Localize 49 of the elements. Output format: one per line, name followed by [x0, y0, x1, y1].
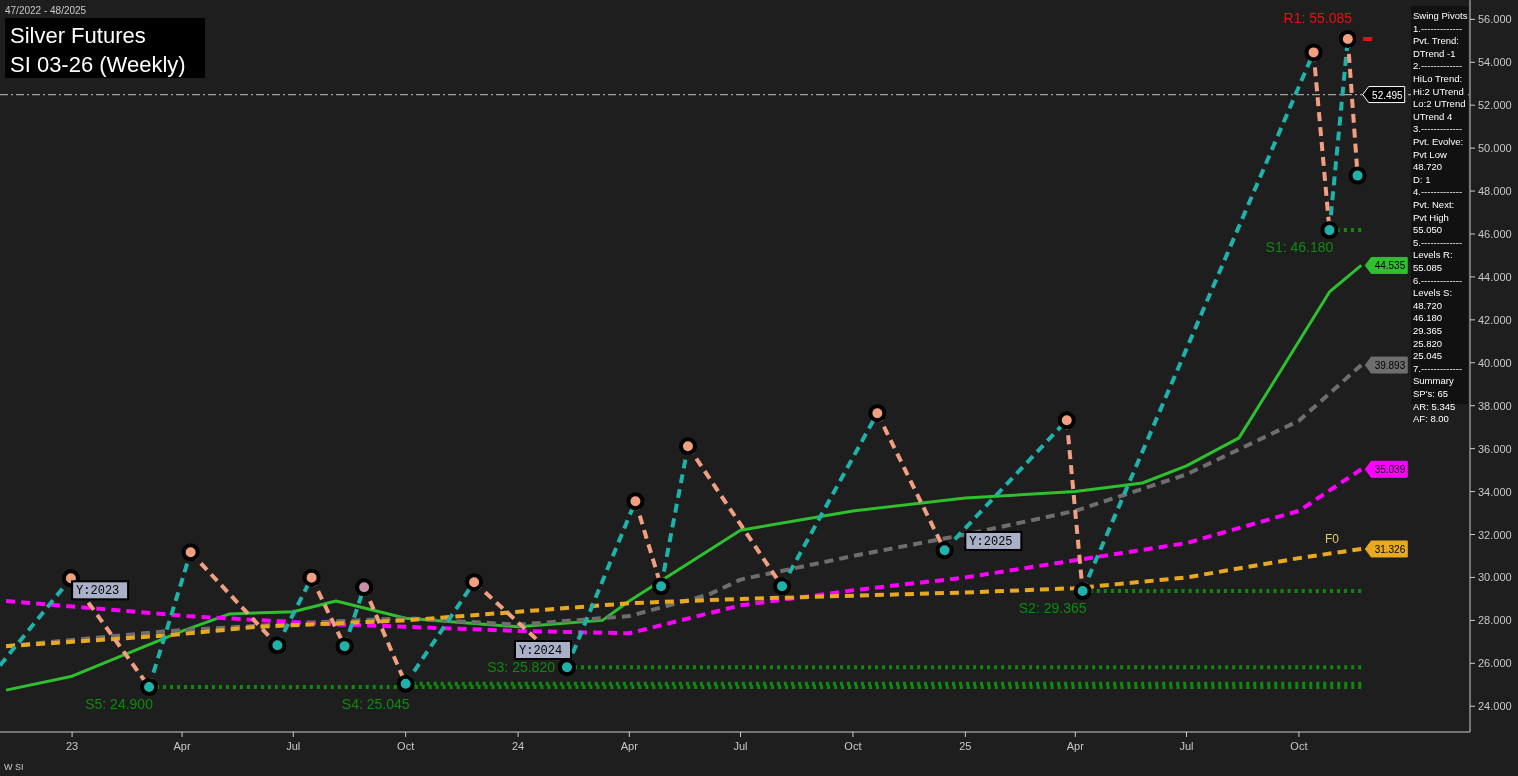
- x-tick-label: Apr: [620, 740, 639, 752]
- y-tick-label: 42.000: [1478, 313, 1512, 326]
- series-label: S1: 46.180: [1265, 239, 1334, 256]
- series-label: S5: 24.900: [85, 695, 154, 712]
- y-tick-label: 40.000: [1478, 356, 1512, 369]
- series-label: S2: 29.365: [1018, 600, 1087, 617]
- x-tick-label: Jul: [286, 740, 301, 752]
- y-tick-label: 32.000: [1478, 528, 1512, 541]
- y-tick-label: 46.000: [1478, 227, 1512, 240]
- y-tick-label: 28.000: [1478, 614, 1512, 627]
- y-tick-label: 24.000: [1478, 700, 1512, 713]
- x-tick-label: 23: [65, 740, 79, 752]
- y-tick-label: 52.000: [1478, 99, 1512, 112]
- y-tick-label: 54.000: [1478, 56, 1512, 69]
- y-tick-label: 26.000: [1478, 657, 1512, 670]
- y-tick-label: 56.000: [1478, 13, 1512, 26]
- x-tick-label: Apr: [173, 740, 191, 752]
- y-tick-label: 38.000: [1478, 399, 1512, 412]
- x-tick-label: 24: [511, 740, 525, 752]
- text: Swing Pivots 1.------------- Pvt. Trend: DTrend -1 2.------------- HiLo Trend: Hi:2 UTrend Lo:2 UTrend UTrend 4 3.------------- Pvt. Evolve: Pvt Low 48.720 D: 1 4.------------- Pvt. Next: Pvt High 55.050 5.------------- Levels R: 55.085 6.------------- Levels S: 48.720 46.180 29.365 25.820 25.045 7.------------- Summary SP's: 65 AR: 5.345 AF: 8.00: [1413, 10, 1468, 425]
- y-tick-label: 36.000: [1478, 442, 1512, 455]
- data-label: 39.893: [1374, 360, 1406, 372]
- annotation: Y:2023: [76, 584, 120, 599]
- annotation: F0: [1325, 532, 1340, 546]
- y-tick-label: 30.000: [1478, 571, 1512, 584]
- data-label: 35.039: [1374, 464, 1406, 476]
- data-label: 31.326: [1374, 543, 1406, 555]
- text: Silver Futures: [10, 23, 146, 48]
- series-label: R1: 55.085: [1283, 9, 1353, 26]
- x-tick-label: Oct: [844, 740, 862, 752]
- text: W SI: [4, 762, 24, 772]
- x-tick-label: Jul: [1179, 740, 1194, 752]
- data-label: 44.535: [1374, 260, 1406, 272]
- ref-line-label: 52.495: [1372, 89, 1404, 101]
- x-tick-label: Jul: [733, 740, 748, 752]
- annotation: 47/2022 - 48/2025: [5, 5, 87, 16]
- y-tick-label: 34.000: [1478, 485, 1512, 498]
- text: SI 03-26 (Weekly): [10, 52, 186, 77]
- series-label: S3: 25.820: [487, 659, 556, 676]
- y-tick-label: 48.000: [1478, 185, 1512, 198]
- x-tick-label: 25: [959, 740, 972, 752]
- annotation: Y:2024: [519, 644, 563, 658]
- y-tick-label: 44.000: [1478, 270, 1512, 283]
- x-tick-label: Apr: [1066, 740, 1085, 752]
- x-tick-label: Oct: [1290, 740, 1308, 752]
- y-tick-label: 50.000: [1478, 142, 1512, 155]
- series-label: S4: 25.045: [341, 695, 410, 712]
- annotation: Y:2025: [969, 534, 1013, 549]
- x-tick-label: Oct: [397, 740, 415, 752]
